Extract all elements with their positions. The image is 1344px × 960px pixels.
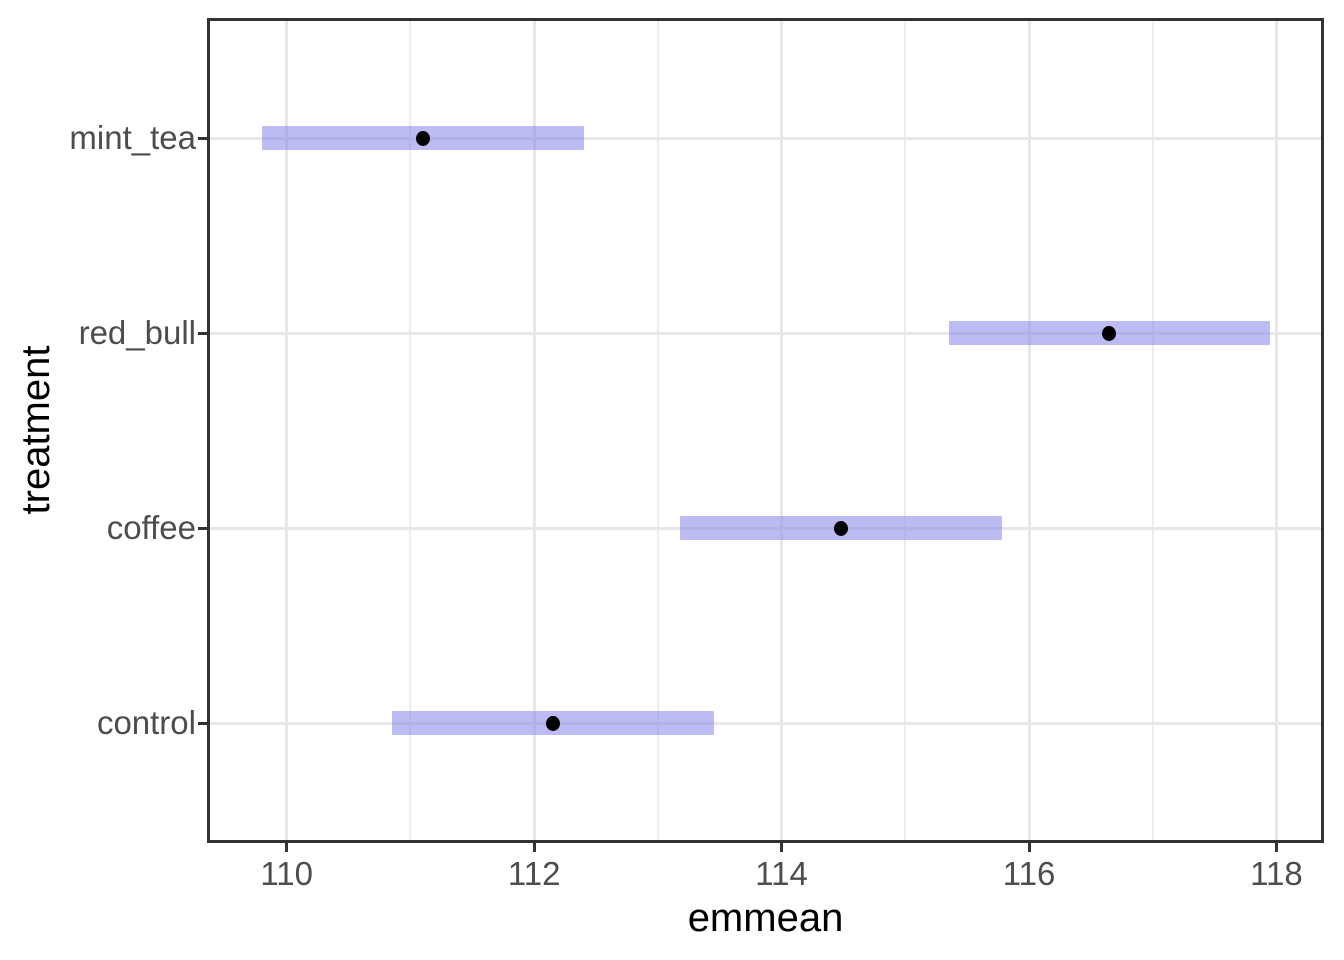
x-axis-tick — [285, 843, 289, 852]
x-gridline-major — [1027, 21, 1031, 840]
y-axis-tick — [198, 721, 207, 725]
point-estimate — [1102, 325, 1117, 341]
x-gridline-minor — [904, 21, 907, 840]
x-axis-tick — [780, 843, 784, 852]
x-gridline-minor — [1151, 21, 1154, 840]
x-gridline-minor — [409, 21, 412, 840]
point-estimate — [415, 130, 430, 146]
x-axis-title: emmean — [687, 896, 844, 940]
x-gridline-major — [285, 21, 289, 840]
x-gridline-major — [1274, 21, 1278, 840]
x-axis-tick — [1274, 843, 1278, 852]
y-gridline-major — [210, 721, 1321, 725]
y-axis-tick — [198, 136, 207, 140]
interval-layer — [210, 21, 1321, 840]
y-tick-label: coffee — [106, 509, 196, 546]
y-axis-title: treatment — [14, 345, 58, 515]
x-tick-label: 114 — [755, 855, 808, 892]
x-tick-label: 112 — [507, 855, 561, 892]
x-axis-tick — [532, 843, 536, 852]
x-gridline-major — [780, 21, 784, 840]
point-estimate — [833, 520, 848, 536]
x-gridline-minor — [656, 21, 659, 840]
y-gridline-major — [210, 331, 1321, 335]
y-axis-tick — [198, 526, 207, 530]
x-gridline-major — [532, 21, 536, 840]
y-axis-tick — [198, 331, 207, 335]
x-axis-tick — [1027, 843, 1031, 852]
point-estimate — [545, 715, 560, 731]
y-gridline-major — [210, 136, 1321, 140]
x-tick-label: 110 — [260, 855, 314, 892]
y-tick-label: mint_tea — [69, 119, 196, 156]
x-tick-label: 118 — [1250, 855, 1303, 892]
y-tick-label: control — [96, 704, 196, 741]
plot-panel — [207, 18, 1324, 843]
x-tick-label: 116 — [1002, 855, 1056, 892]
y-tick-label: red_bull — [78, 314, 196, 351]
